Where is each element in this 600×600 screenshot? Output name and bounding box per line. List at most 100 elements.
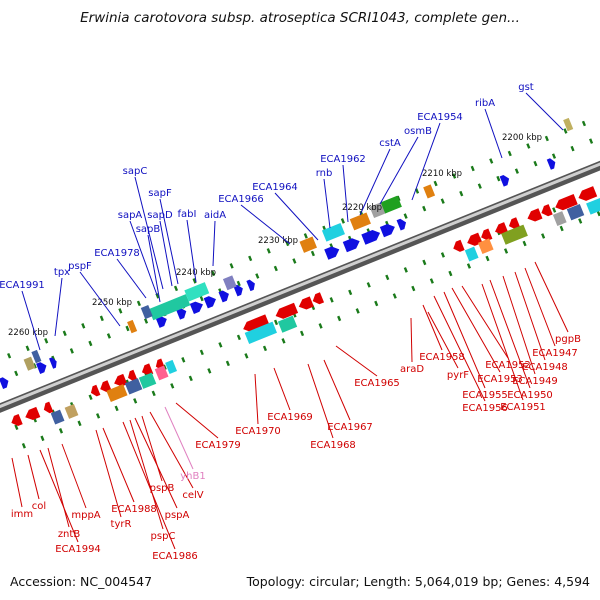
gene-label[interactable]: col <box>32 501 46 512</box>
guide-dot <box>366 282 371 288</box>
leader-line <box>129 220 158 296</box>
leader-line <box>240 204 291 245</box>
gene-label[interactable]: ECA1953 <box>477 374 523 385</box>
gene-label[interactable]: tyrR <box>111 519 132 530</box>
gene-block <box>586 188 600 215</box>
gene-label[interactable]: pspA <box>165 510 190 521</box>
leader-line <box>514 271 546 361</box>
gene-label[interactable]: zntB <box>58 529 81 540</box>
gene-label[interactable]: ECA1968 <box>310 440 356 451</box>
gene-label[interactable]: sapC <box>123 166 148 177</box>
gene-label[interactable]: araD <box>400 364 424 375</box>
leader-line <box>47 447 70 528</box>
gene-label[interactable]: aidA <box>204 210 226 221</box>
gene-label[interactable]: ECA1994 <box>55 544 101 555</box>
gene-label[interactable]: ECA1949 <box>512 376 558 387</box>
guide-dot <box>173 285 179 292</box>
gene-block <box>124 378 143 395</box>
gene-block <box>501 224 528 245</box>
gene-label[interactable]: ECA1970 <box>235 426 281 437</box>
leader-line <box>451 287 501 373</box>
gene-label[interactable]: pyrF <box>447 370 469 381</box>
leader-line <box>481 283 524 401</box>
guide-dot <box>422 259 427 266</box>
gene-label[interactable]: tpx <box>54 267 70 278</box>
guide-dot <box>14 424 19 431</box>
gene-block <box>31 349 42 364</box>
gene-label[interactable]: fabI <box>178 209 197 220</box>
guide-dot <box>58 428 64 434</box>
leader-line <box>484 108 503 159</box>
guide-dot <box>136 300 141 307</box>
gene-label[interactable]: ECA1979 <box>195 440 241 451</box>
leader-line <box>147 234 161 303</box>
gene-label[interactable]: ECA1955 <box>462 390 508 401</box>
gene-label[interactable]: ECA1988 <box>111 504 157 515</box>
gene-label[interactable]: osmB <box>404 126 432 137</box>
gene-label[interactable]: ECA1966 <box>218 194 264 205</box>
guide-dot <box>541 233 546 239</box>
leader-line <box>61 443 87 509</box>
gene-label[interactable]: pspB <box>150 483 175 494</box>
tick-label: 2250 kbp <box>92 298 132 308</box>
gene-label[interactable]: ECA1967 <box>327 422 373 433</box>
reverse-gene-arrow <box>481 228 493 241</box>
guide-dot <box>551 153 557 159</box>
gene-label[interactable]: ECA1958 <box>419 352 465 363</box>
leader-line <box>122 421 176 550</box>
gene-label[interactable]: rnb <box>316 168 333 179</box>
guide-dot <box>188 375 193 382</box>
gene-label[interactable]: ECA1954 <box>417 112 463 123</box>
gene-label[interactable]: cstA <box>379 138 401 149</box>
gene-label[interactable]: ECA1964 <box>252 182 298 193</box>
leader-line <box>274 192 319 241</box>
gene-label[interactable]: ECA1991 <box>0 280 45 291</box>
gene-label[interactable]: ECA1948 <box>522 362 568 373</box>
gene-label[interactable]: yhB1 <box>180 471 205 482</box>
guide-dot <box>281 338 286 344</box>
gene-block <box>50 409 65 425</box>
gene-label[interactable]: ECA1965 <box>354 378 400 389</box>
leader-line <box>159 198 179 285</box>
gene-label[interactable]: ECA1969 <box>267 412 313 423</box>
gene-label[interactable]: sapF <box>148 188 172 199</box>
gene-label[interactable]: ECA1947 <box>532 348 578 359</box>
gene-label[interactable]: pspC <box>151 531 176 542</box>
guide-dot <box>310 250 315 257</box>
guide-dot <box>348 289 353 296</box>
guide-dot <box>273 265 278 272</box>
guide-dot <box>318 323 323 329</box>
gene-label[interactable]: ECA1950 <box>507 390 553 401</box>
guide-dot <box>285 240 290 247</box>
gene-block <box>277 315 298 333</box>
forward-gene-arrow <box>218 290 229 303</box>
gene-label[interactable]: ribA <box>475 98 495 109</box>
guide-dot <box>199 349 204 356</box>
reverse-gene-arrow <box>128 369 138 382</box>
guide-dot <box>514 168 519 174</box>
gene-label[interactable]: gst <box>518 82 534 93</box>
gene-block <box>299 236 317 253</box>
gene-label[interactable]: sapD <box>147 210 173 221</box>
gene-label[interactable]: ECA1986 <box>152 551 198 562</box>
gene-block <box>138 372 157 389</box>
gene-block <box>106 384 128 403</box>
gene-label[interactable]: sapB <box>136 224 161 235</box>
leader-line <box>11 457 23 508</box>
guide-dot <box>88 394 93 401</box>
gene-label[interactable]: ECA1951 <box>500 402 546 413</box>
leader-line <box>307 363 334 439</box>
gene-label[interactable]: mppA <box>71 510 100 521</box>
forward-gene-arrow <box>396 218 407 231</box>
gene-label[interactable]: celV <box>182 490 203 501</box>
gene-label[interactable]: ECA1952 <box>485 360 531 371</box>
gene-label[interactable]: imm <box>11 509 33 520</box>
gene-label[interactable]: ECA1962 <box>320 154 366 165</box>
gene-label[interactable]: sapA <box>118 210 143 221</box>
gene-label[interactable]: ECA1978 <box>94 248 140 259</box>
gene-label[interactable]: pspF <box>68 261 92 272</box>
guide-dot <box>77 420 82 427</box>
gene-label[interactable]: pgpB <box>555 334 581 345</box>
gene-block <box>552 211 567 226</box>
gene-label[interactable]: ECA1956 <box>462 403 508 414</box>
